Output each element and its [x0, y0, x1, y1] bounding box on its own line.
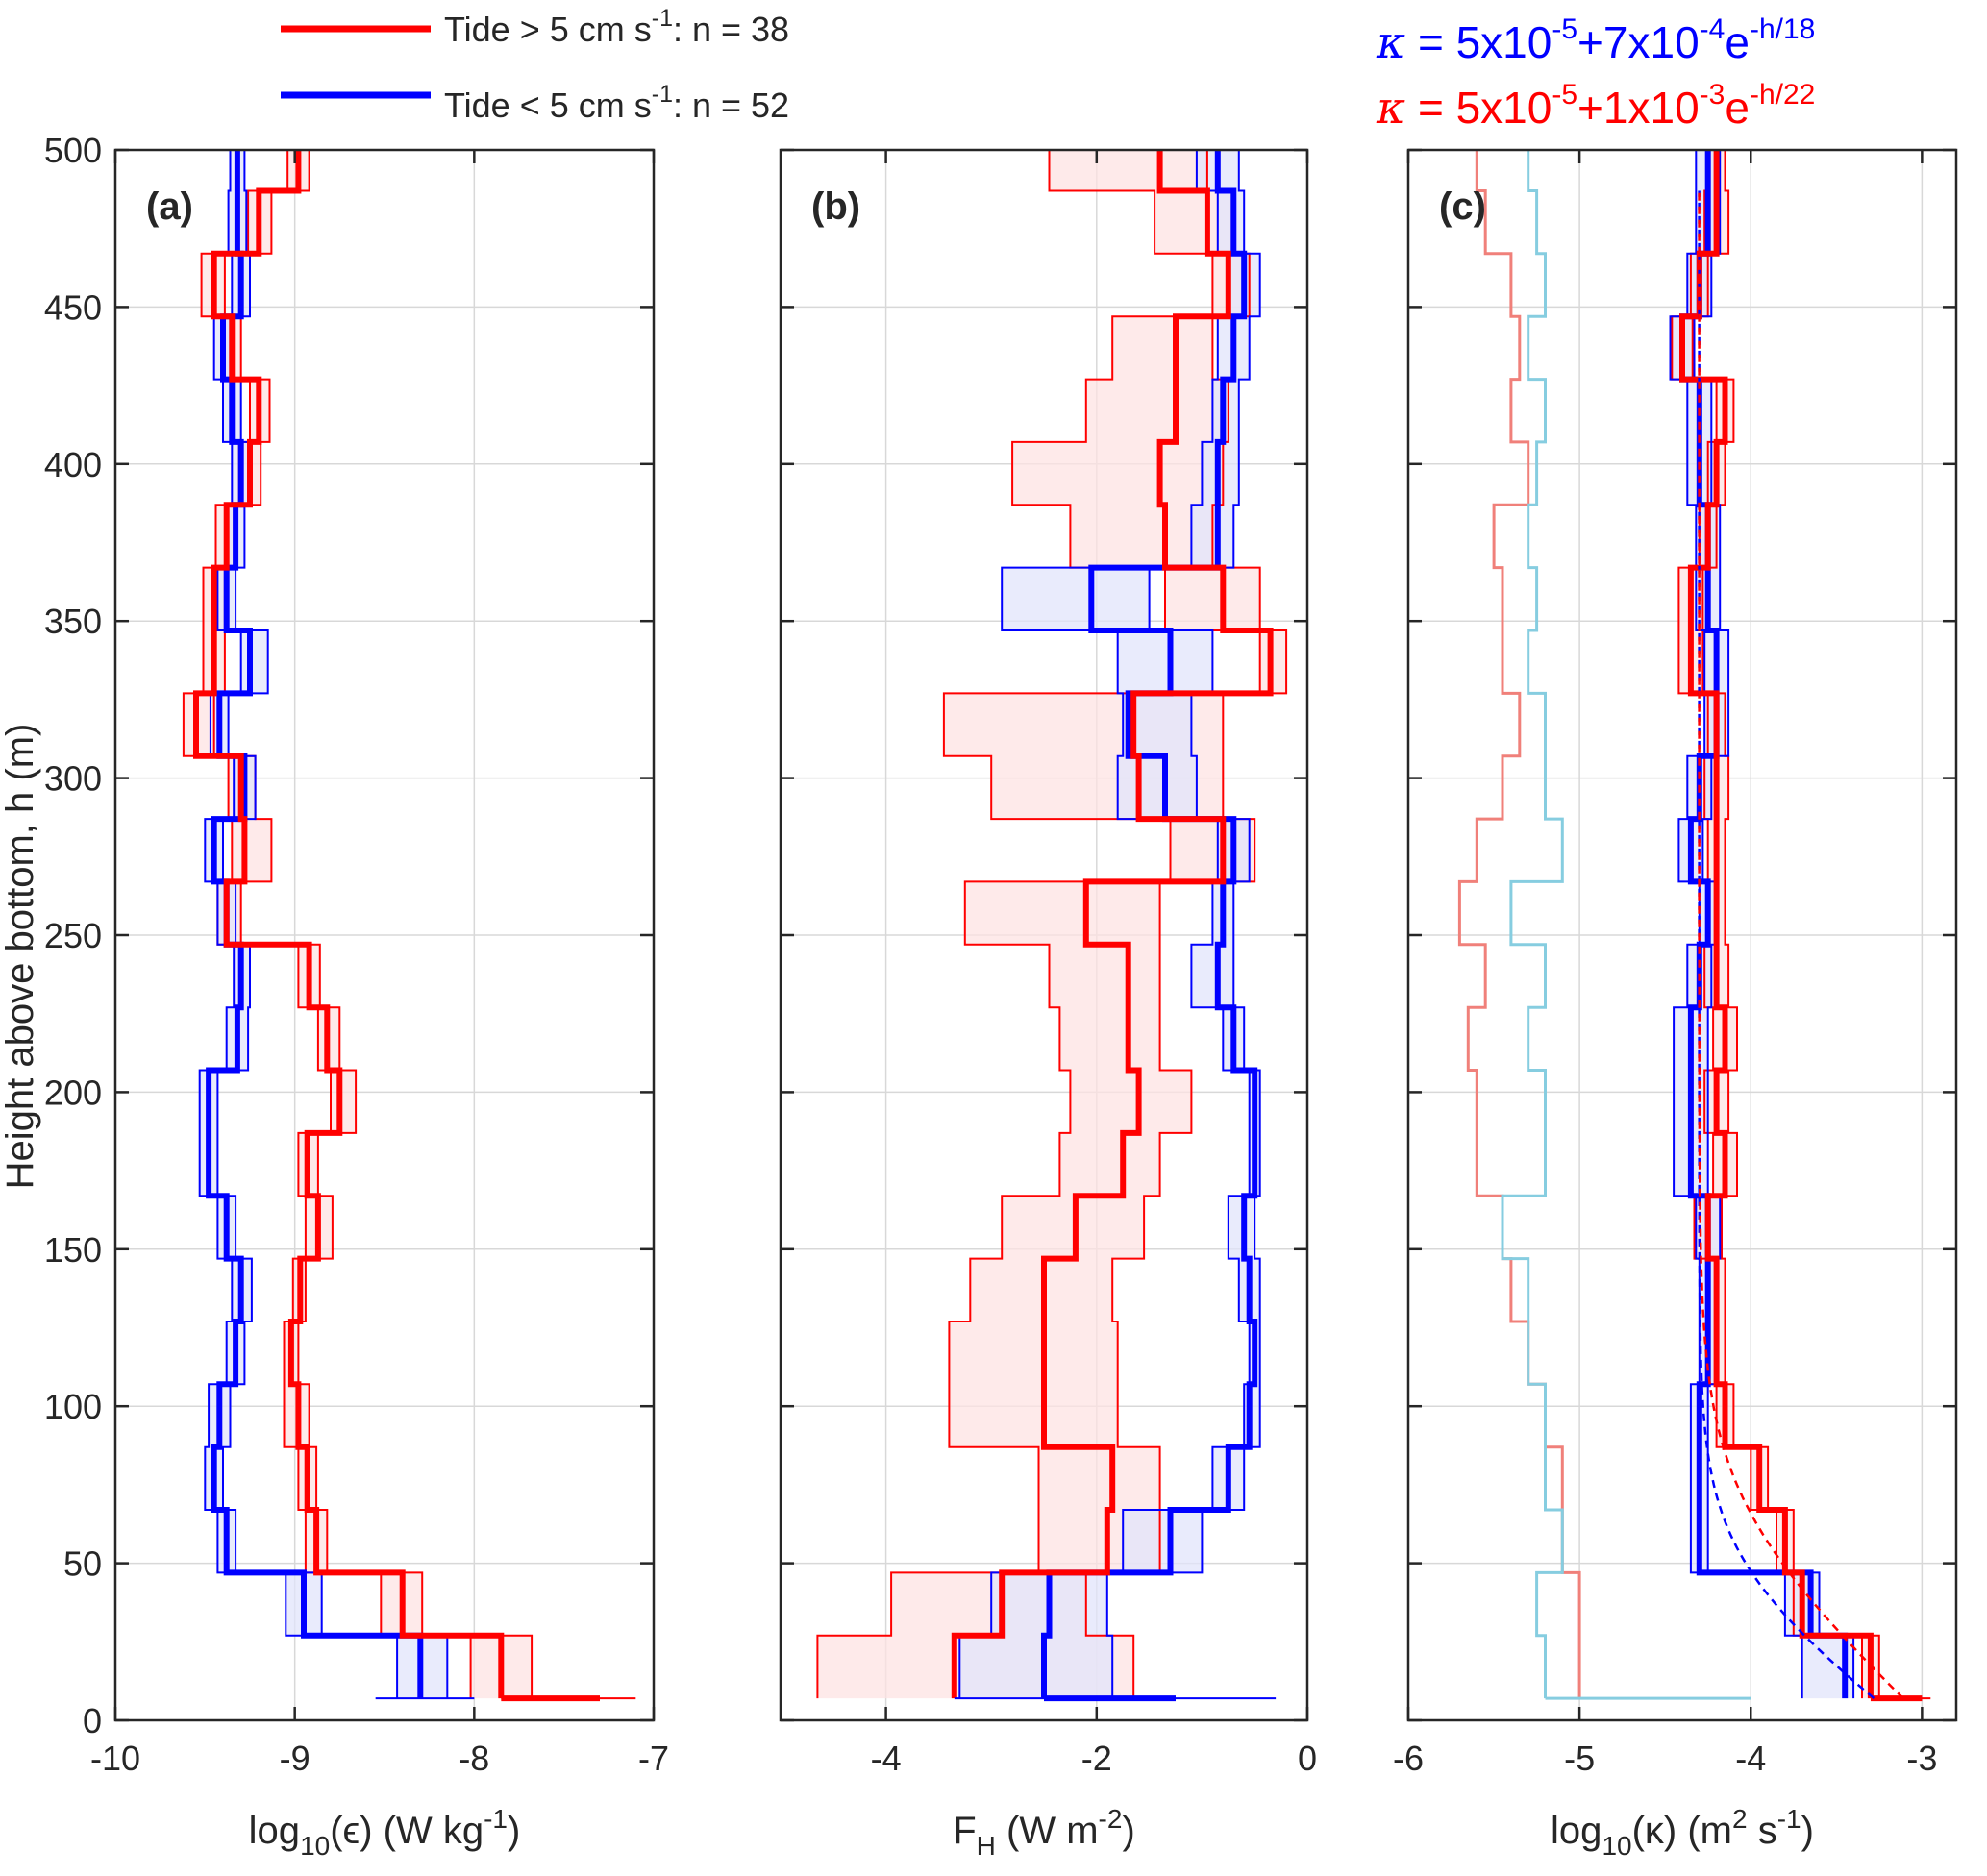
mean-step-line	[193, 150, 505, 1699]
fit-equation-blue: κ = 5x10-5+7x10-4e-h/18	[1376, 13, 1815, 68]
y-tick-label: 250	[44, 916, 102, 955]
plot-area	[816, 150, 1288, 1702]
legend: Tide > 5 cm s-1: n = 38 Tide < 5 cm s-1:…	[281, 5, 789, 125]
x-tick-label: -8	[459, 1739, 489, 1778]
panel-label: (a)	[146, 185, 193, 228]
x-tick-label: -2	[1081, 1739, 1112, 1778]
fit-curve	[1698, 190, 1875, 1700]
y-tick-label: 350	[44, 602, 102, 641]
y-axis-label: Height above bottom, h (m)	[0, 724, 41, 1190]
mean-step-line	[1679, 150, 1874, 1699]
x-axis-label: log10(κ) (m2 s-1)	[1551, 1804, 1814, 1861]
y-tick-label: 200	[44, 1073, 102, 1112]
plot-area	[1457, 150, 1931, 1702]
light-step-line	[1501, 150, 1564, 1699]
y-tick-label: 50	[63, 1544, 102, 1584]
x-tick-label: -6	[1393, 1739, 1424, 1778]
y-tick-label: 100	[44, 1387, 102, 1426]
y-tick-label: 300	[44, 759, 102, 799]
panel-b: -4 -2 0 (b) FH (W m-2)	[779, 148, 1317, 1861]
x-axis-label: log10(ϵ) (W kg-1)	[249, 1804, 521, 1861]
band-upper-edge	[216, 150, 449, 1699]
band-lower-edge	[816, 150, 1261, 1699]
uncertainty-band	[183, 150, 533, 1699]
fit-curve	[1698, 190, 1904, 1699]
y-tick-label: 150	[44, 1230, 102, 1270]
x-axis-label: FH (W m-2)	[953, 1804, 1135, 1861]
panel-c: -6 -5 -4 -3 (c) log10(κ) (m2 s-1)	[1393, 148, 1958, 1861]
plot-area	[182, 150, 636, 1702]
band-upper-edge	[212, 150, 534, 1699]
fit-equation-red: κ = 5x10-5+1x10-3e-h/22	[1376, 79, 1815, 134]
mean-step-line	[1041, 150, 1258, 1699]
mean-step-line	[951, 150, 1274, 1699]
uncertainty-band	[817, 150, 1287, 1699]
uncertainty-band	[1672, 150, 1879, 1699]
legend-label-blue: Tide < 5 cm s-1: n = 52	[444, 81, 789, 125]
panel-label: (c)	[1439, 185, 1486, 228]
x-tick-label: -3	[1906, 1739, 1937, 1778]
x-tick-label: 0	[1298, 1739, 1317, 1778]
panel-label: (b)	[811, 185, 860, 228]
y-tick-label: 450	[44, 287, 102, 327]
x-tick-label: -7	[638, 1739, 669, 1778]
light-step-line	[1457, 150, 1581, 1699]
x-tick-label: -10	[90, 1739, 140, 1778]
x-tick-label: -9	[280, 1739, 310, 1778]
y-tick-label: 0	[83, 1701, 102, 1740]
x-tick-label: -5	[1564, 1739, 1595, 1778]
legend-label-red: Tide > 5 cm s-1: n = 38	[444, 5, 789, 49]
x-tick-label: -4	[871, 1739, 902, 1778]
panel-a: -10 -9 -8 -7 0 50 100 150 200 250 300 350 400 450 500 (…	[44, 131, 669, 1861]
y-tick-label: 400	[44, 445, 102, 484]
y-tick-label: 500	[44, 131, 102, 170]
x-tick-label: -4	[1735, 1739, 1766, 1778]
